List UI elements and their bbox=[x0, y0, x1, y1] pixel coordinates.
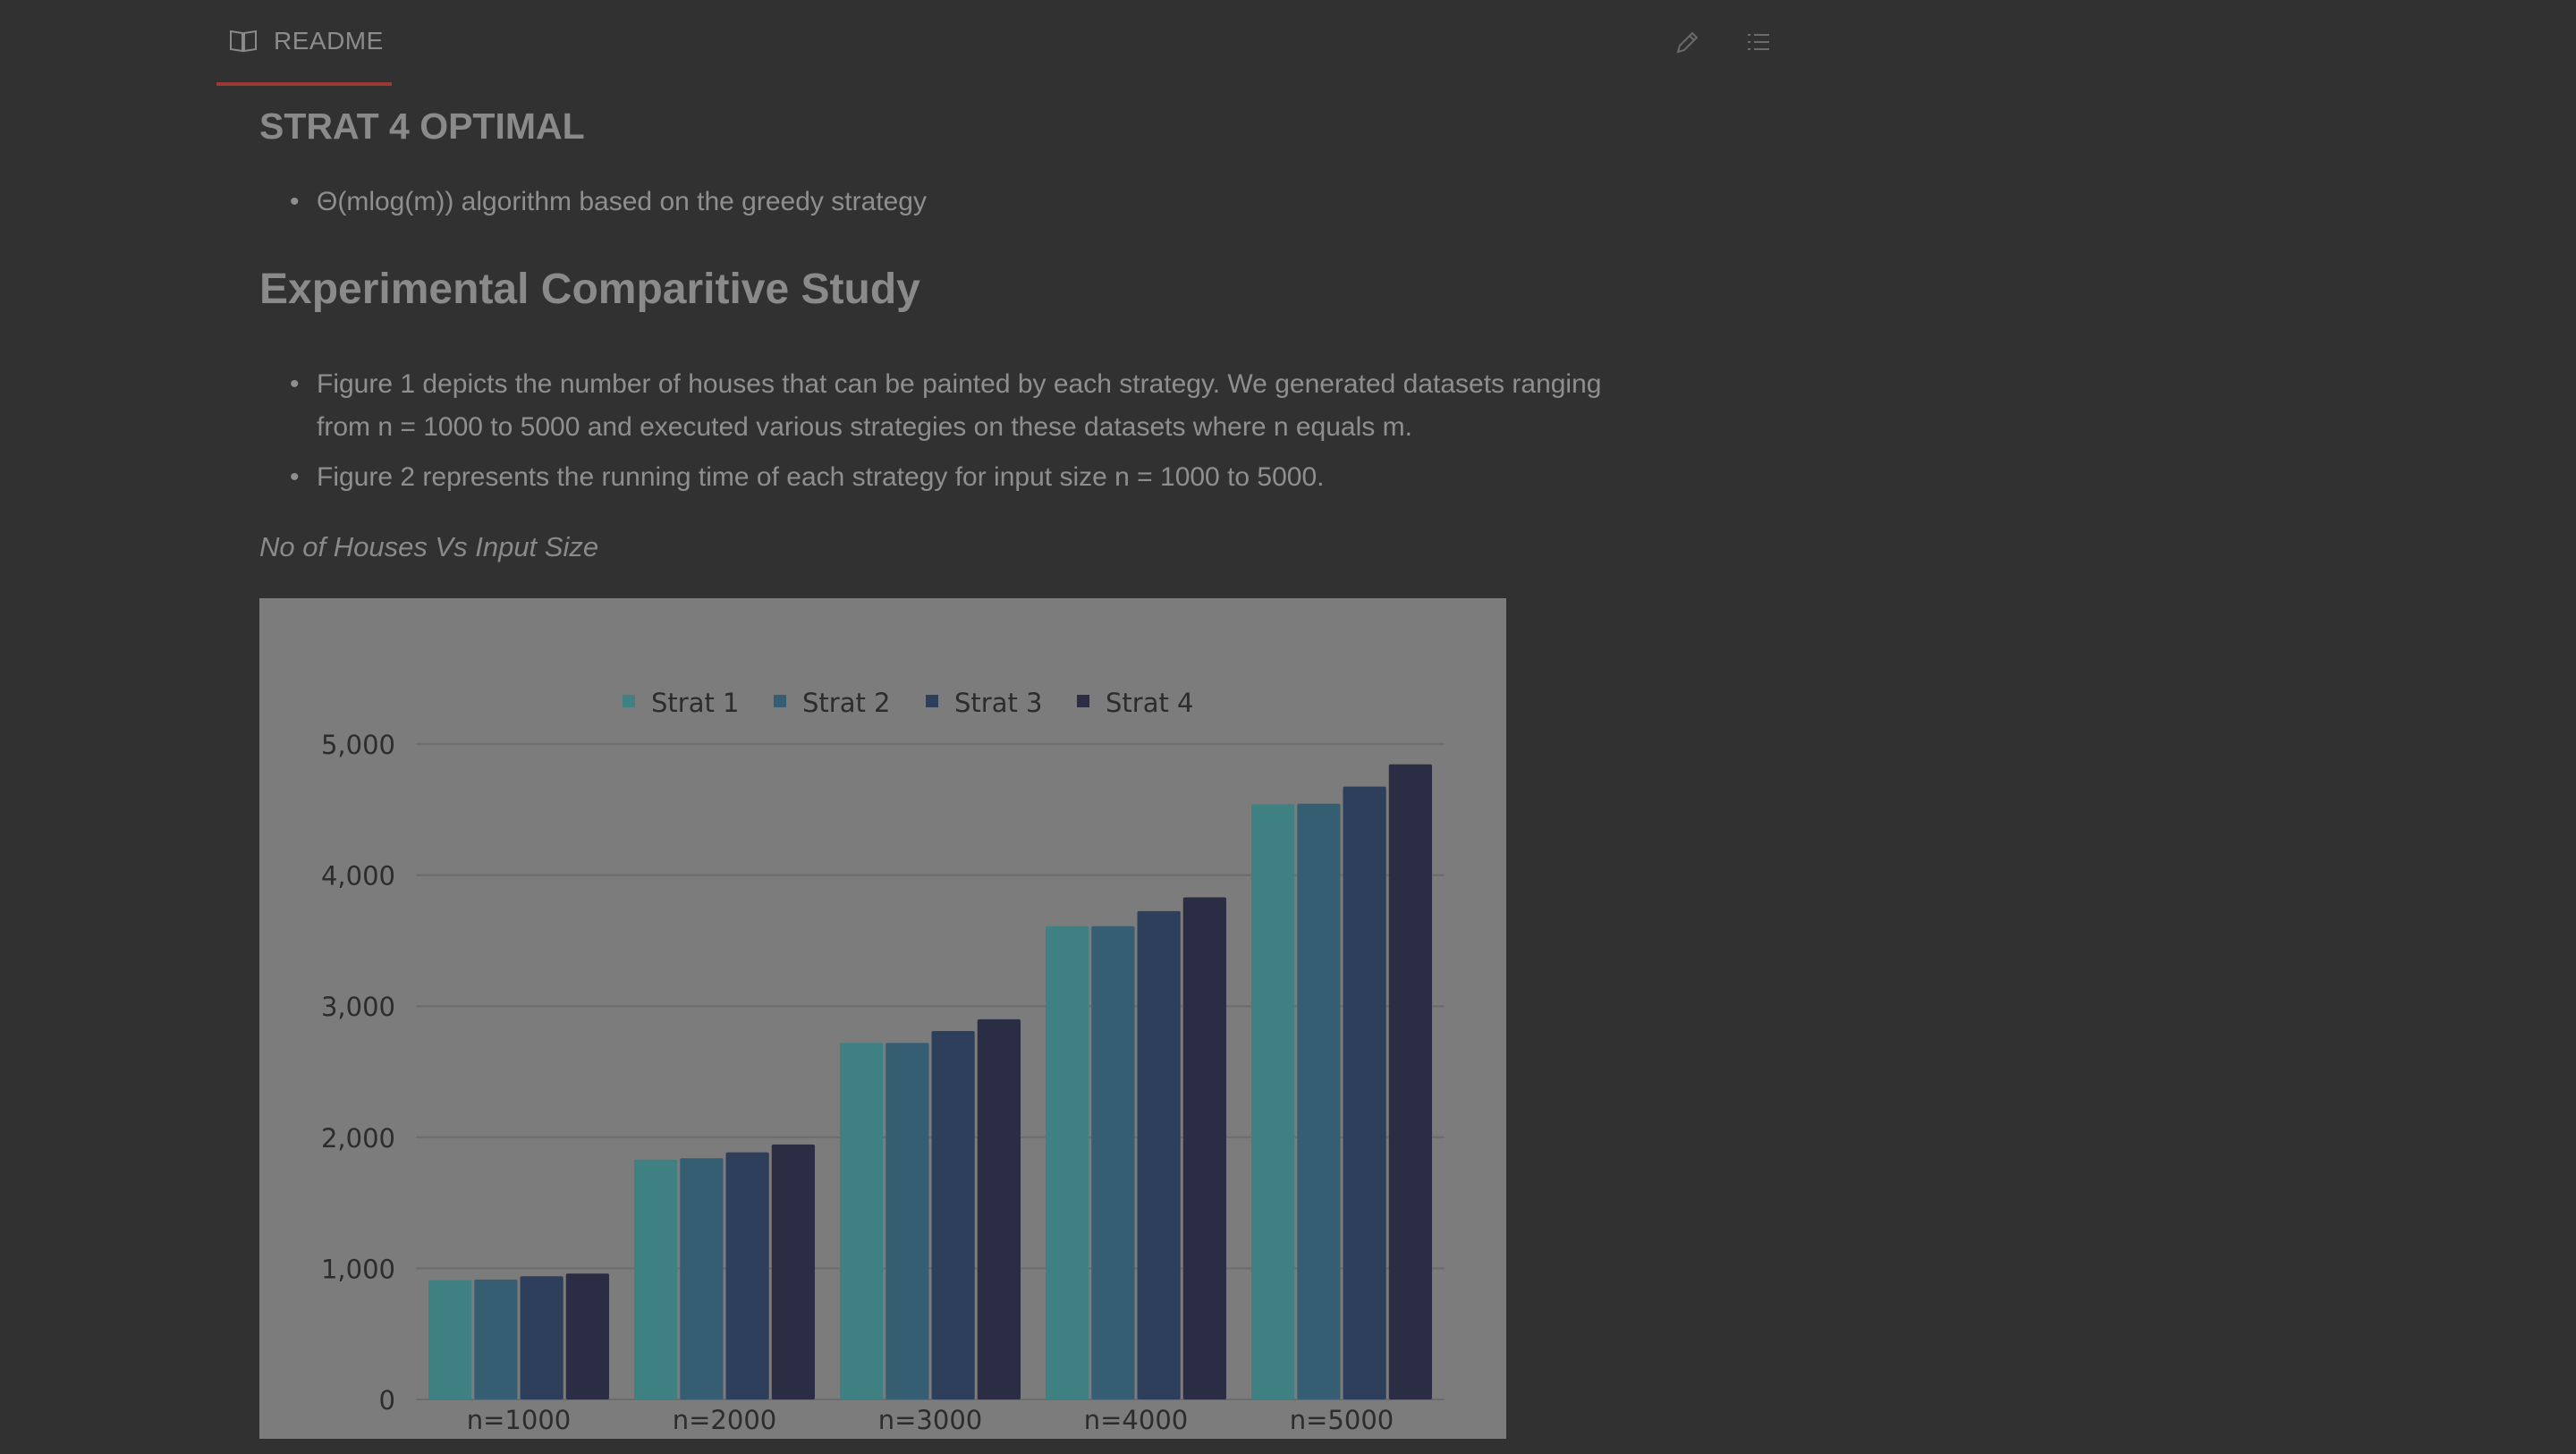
figure-caption: No of Houses Vs Input Size bbox=[259, 531, 599, 562]
legend-swatch bbox=[926, 695, 938, 707]
study-bullet-1: Figure 1 depicts the number of houses th… bbox=[290, 363, 1601, 406]
bar bbox=[1182, 897, 1226, 1399]
x-tick-label: n=4000 bbox=[1084, 1405, 1188, 1435]
bar bbox=[771, 1144, 815, 1399]
legend-label: Strat 2 bbox=[802, 688, 891, 718]
y-tick-label: 3,000 bbox=[321, 992, 395, 1022]
legend-label: Strat 1 bbox=[651, 688, 740, 718]
bar bbox=[1343, 786, 1386, 1399]
bar bbox=[1046, 926, 1089, 1399]
bar-chart-image: 0 1,000 2,000 3,000 4,000 5,000 n=1000 n=2000 n=… bbox=[259, 598, 1506, 1439]
legend-swatch bbox=[623, 695, 635, 707]
strat4-heading: STRAT 4 OPTIMAL bbox=[259, 106, 585, 147]
x-tick-label: n=2000 bbox=[673, 1405, 776, 1435]
tab-bar: README bbox=[0, 0, 2576, 86]
bar bbox=[474, 1279, 518, 1399]
study-bullet-2: Figure 2 represents the running time of … bbox=[290, 456, 1325, 499]
bar bbox=[680, 1158, 724, 1399]
legend-label: Strat 3 bbox=[954, 688, 1043, 718]
y-tick-label: 4,000 bbox=[321, 861, 395, 892]
bar-chart: 0 1,000 2,000 3,000 4,000 5,000 n=1000 n=2000 n=… bbox=[321, 688, 1445, 1435]
bar bbox=[1388, 764, 1432, 1399]
bar bbox=[1091, 926, 1135, 1399]
strat4-bullet: Θ(mlog(m)) algorithm based on the greedy… bbox=[290, 181, 927, 224]
y-tick-label: 1,000 bbox=[321, 1254, 395, 1284]
x-tick-label: n=1000 bbox=[467, 1405, 571, 1435]
list-icon[interactable] bbox=[1741, 25, 1776, 61]
study-bullet-1-cont: from n = 1000 to 5000 and executed vario… bbox=[317, 412, 1412, 442]
x-tick-label: n=5000 bbox=[1290, 1405, 1394, 1435]
book-icon bbox=[230, 30, 257, 53]
bar bbox=[634, 1159, 678, 1399]
legend-swatch bbox=[774, 695, 786, 707]
bar bbox=[931, 1031, 975, 1399]
bar bbox=[977, 1019, 1021, 1399]
legend-swatch bbox=[1077, 695, 1089, 707]
y-tick-label: 0 bbox=[379, 1385, 395, 1416]
bar bbox=[520, 1276, 564, 1399]
bar bbox=[840, 1043, 884, 1399]
bar bbox=[1251, 804, 1295, 1399]
tab-readme[interactable]: README bbox=[216, 0, 392, 86]
bar bbox=[1137, 910, 1181, 1399]
study-heading: Experimental Comparitive Study bbox=[259, 266, 920, 313]
x-tick-label: n=3000 bbox=[878, 1405, 982, 1435]
bar bbox=[1297, 803, 1341, 1399]
bar bbox=[725, 1152, 769, 1399]
bar bbox=[428, 1280, 472, 1399]
y-tick-label: 2,000 bbox=[321, 1123, 395, 1154]
bar bbox=[886, 1043, 929, 1399]
y-tick-label: 5,000 bbox=[321, 730, 395, 760]
pencil-icon[interactable] bbox=[1669, 25, 1705, 61]
tab-readme-label: README bbox=[274, 27, 384, 55]
bar bbox=[565, 1273, 609, 1399]
legend-label: Strat 4 bbox=[1106, 688, 1194, 718]
